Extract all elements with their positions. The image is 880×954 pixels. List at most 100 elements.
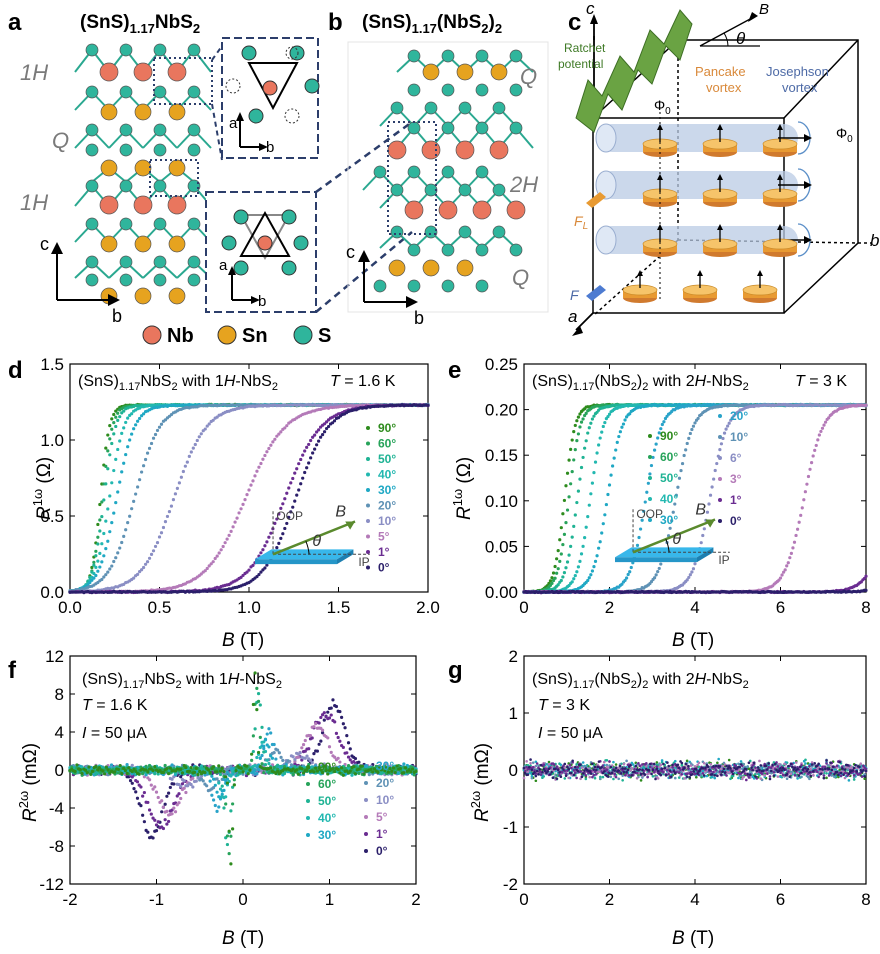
- chart-e-xtick-label: 0: [519, 598, 528, 617]
- chart-d-point: [118, 480, 122, 484]
- chart-e-point: [628, 570, 632, 574]
- chart-f-point: [135, 780, 140, 784]
- chart-d-point: [319, 435, 323, 439]
- panel-a-title: (SnS)1.17NbS2: [80, 12, 200, 36]
- chart-d-point: [299, 482, 303, 486]
- chart-d-point: [273, 437, 277, 441]
- chart-f-point: [327, 716, 332, 720]
- chart-d-point: [147, 446, 152, 450]
- chart-e-point: [575, 570, 579, 574]
- chart-f-temperature: T = 1.6 K: [82, 697, 148, 714]
- chart-f-xtick-label: -1: [149, 890, 164, 909]
- chart-e-point: [559, 578, 563, 583]
- chart-d-point: [297, 488, 301, 492]
- chart-e-point: [595, 451, 599, 455]
- chart-e-point: [809, 461, 814, 465]
- chart-e-point: [597, 546, 601, 550]
- chart-e-point: [708, 493, 713, 497]
- chart-e-point: [564, 520, 568, 525]
- chart-f-point: [167, 791, 171, 795]
- chart-e-point: [581, 417, 585, 421]
- chart-f-point: [320, 728, 325, 732]
- chart-e-point: [796, 527, 800, 531]
- chart-f-point: [154, 790, 159, 794]
- chart-d-point: [320, 433, 325, 437]
- chart-f-point: [128, 779, 133, 783]
- chart-d-point: [215, 554, 219, 558]
- chart-d-legend-entry: 30°: [378, 483, 396, 497]
- chart-d-point: [96, 542, 100, 546]
- chart-f-ytick-label: 12: [45, 647, 64, 666]
- chart-f-ytick-label: 4: [55, 723, 64, 742]
- chart-e-point: [579, 552, 584, 556]
- panel-c-letter: c: [568, 9, 581, 36]
- chart-d-temperature: T = 1.6 K: [330, 373, 396, 390]
- chart-e-point: [726, 424, 730, 428]
- chart-f-point: [336, 756, 340, 760]
- chart-e-legend-entry: 90°: [660, 429, 678, 443]
- chart-f-point: [315, 749, 319, 753]
- chart-f-point: [338, 760, 342, 764]
- chart-d-xtick-label: 0.5: [148, 598, 172, 617]
- chart-d-point: [195, 438, 199, 443]
- chart-e-point: [803, 490, 807, 494]
- chart-d-point: [153, 544, 158, 549]
- chart-e-point: [654, 573, 658, 577]
- chart-d-point: [247, 488, 251, 492]
- panel-a-letter: a: [8, 9, 22, 36]
- chart-d-point: [179, 475, 183, 479]
- chart-d-legend-entry: 20°: [378, 499, 396, 513]
- chart-d-legend-marker: [366, 426, 370, 430]
- chart-e-point: [558, 559, 562, 563]
- chart-d-point: [205, 424, 209, 428]
- chart-f-point: [139, 804, 143, 808]
- chart-d-point: [112, 511, 116, 515]
- chart-e-point: [808, 467, 812, 471]
- chart-d-point: [94, 573, 98, 578]
- chart-f-point: [160, 810, 164, 814]
- chart-d-point: [265, 450, 269, 454]
- chart-d-point: [132, 576, 136, 580]
- chart-e-point: [598, 540, 602, 544]
- chart-e-point: [785, 564, 789, 568]
- chart-e-point: [565, 471, 570, 475]
- chart-d-point: [267, 446, 271, 451]
- chart-e-point: [688, 431, 692, 436]
- chart-f-ytick-label: 0: [55, 761, 64, 780]
- axis-b-a: b: [112, 306, 122, 326]
- chart-e-point: [814, 443, 818, 448]
- chart-f-point: [156, 795, 160, 800]
- chart-d-point: [122, 426, 126, 430]
- chart-e-point: [581, 544, 585, 548]
- ratchet-label-2: potential: [558, 57, 603, 71]
- chart-e-point: [586, 515, 590, 519]
- chart-d-point: [259, 461, 263, 466]
- chart-e-point: [690, 570, 694, 574]
- inset-ip-label: IP: [718, 553, 729, 567]
- chart-e-legend-entry: 60°: [660, 450, 678, 464]
- chart-f-point: [170, 812, 174, 816]
- chart-e-xtick-label: 6: [776, 598, 785, 617]
- chart-e-point: [615, 440, 619, 444]
- chart-e-point: [562, 532, 567, 537]
- chart-d-point: [108, 453, 112, 457]
- chart-d-ytick-label: 0.5: [40, 507, 64, 526]
- chart-e-point: [799, 513, 803, 517]
- chart-d-point: [96, 522, 100, 527]
- chart-f-point: [154, 823, 159, 827]
- zoom-region-a: [153, 57, 213, 105]
- chart-d-point: [185, 460, 189, 464]
- chart-d-point: [108, 424, 112, 428]
- chart-f-point: [177, 792, 181, 796]
- chart-d-point: [143, 562, 148, 566]
- chart-d-point: [96, 535, 100, 539]
- chart-f-point: [334, 731, 339, 735]
- chart-e-ytick-label: 0.15: [485, 446, 518, 465]
- chart-d-point: [315, 443, 319, 447]
- chart-f: f B (T) R2ω (mΩ) (SnS)1.17NbS2 with 1H-N…: [8, 647, 421, 949]
- layer-label-2h: 2H: [509, 172, 538, 197]
- chart-d-point: [283, 426, 287, 430]
- chart-d-point: [159, 422, 164, 426]
- chart-e-point: [662, 420, 666, 424]
